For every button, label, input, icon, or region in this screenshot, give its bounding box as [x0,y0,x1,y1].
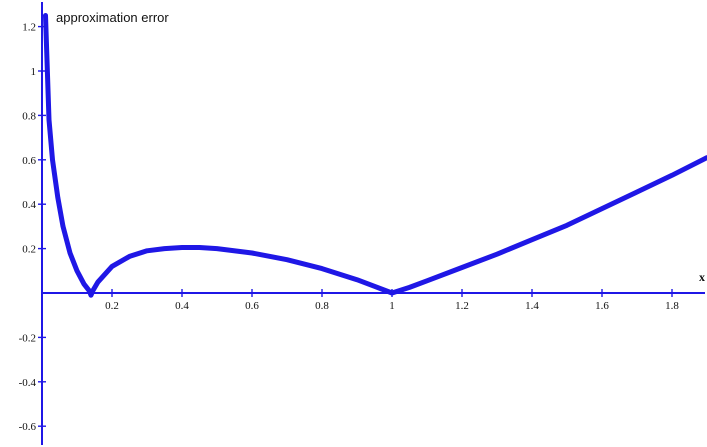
tick-group: 0.2 0.4 0.6 0.8 1 1.2 1.4 1.6 1.8 1.2 1 0.8 0.6 0.4 0.… [19,22,680,434]
y-tick-label: -0.4 [19,377,37,389]
x-axis-label: x [699,270,705,284]
y-tick-label: 0.8 [22,110,36,122]
y-tick-label: 0.6 [22,155,36,167]
x-tick-label: 0.8 [315,300,329,312]
x-tick-label: 1.4 [525,300,539,312]
y-tick-label: 0.4 [22,199,36,211]
axes [41,2,705,445]
x-tick-label: 1.6 [595,300,609,312]
x-tick-label: 0.4 [175,300,189,312]
x-tick-label: 0.2 [105,300,119,312]
y-tick-label: -0.2 [19,332,36,344]
chart-title: approximation error [56,10,169,25]
x-tick-label: 1.2 [455,300,469,312]
y-tick-label: -0.6 [19,421,37,433]
series-group [43,13,707,298]
y-tick-label: 0.2 [22,244,36,256]
x-tick-label: 1.8 [665,300,679,312]
y-tick-label: 1 [31,66,37,78]
error-curve-line [43,13,707,298]
x-tick-label: 0.6 [245,300,259,312]
y-tick-label: 1.2 [22,22,36,34]
x-tick-label: 1 [389,300,395,312]
